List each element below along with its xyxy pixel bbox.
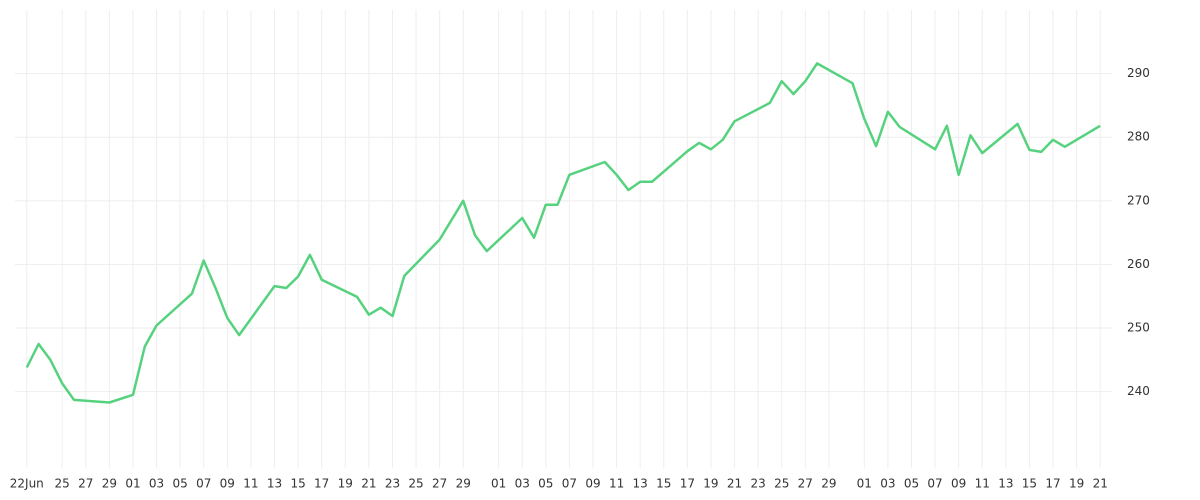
y-tick-label: 270 [1127, 193, 1150, 207]
x-tick-label: 23 [385, 477, 400, 491]
x-tick-label: 21 [1093, 477, 1108, 491]
x-tick-label: 09 [220, 477, 235, 491]
x-tick-label: 11 [609, 477, 624, 491]
x-tick-label: 05 [172, 477, 187, 491]
x-tick-label: 29 [102, 477, 117, 491]
x-tick-label: 07 [927, 477, 942, 491]
price-line [25, 62, 1101, 404]
x-tick-label: 29 [456, 477, 471, 491]
x-tick-label: 01 [125, 477, 140, 491]
x-tick-label: 11 [975, 477, 990, 491]
x-tick-label: 15 [656, 477, 671, 491]
x-tick-label: 27 [78, 477, 93, 491]
x-tick-label: 09 [951, 477, 966, 491]
x-tick-label: 07 [562, 477, 577, 491]
x-tick-label: 19 [703, 477, 718, 491]
x-tick-label: 22Jun [10, 477, 44, 491]
x-tick-label: 25 [774, 477, 789, 491]
x-tick-label: 23 [750, 477, 765, 491]
x-tick-label: 15 [290, 477, 305, 491]
y-tick-label: 290 [1127, 66, 1150, 80]
x-tick-label: 09 [585, 477, 600, 491]
x-tick-label: 13 [267, 477, 282, 491]
x-tick-label: 17 [314, 477, 329, 491]
x-tick-label: 29 [821, 477, 836, 491]
y-tick-label: 280 [1127, 130, 1150, 144]
y-tick-label: 250 [1127, 321, 1150, 335]
x-tick-label: 19 [338, 477, 353, 491]
x-tick-label: 11 [243, 477, 258, 491]
x-tick-label: 01 [491, 477, 506, 491]
y-tick-label: 260 [1127, 257, 1150, 271]
x-tick-label: 17 [680, 477, 695, 491]
x-tick-label: 25 [55, 477, 70, 491]
x-tick-label: 27 [432, 477, 447, 491]
x-tick-label: 27 [798, 477, 813, 491]
x-tick-label: 15 [1022, 477, 1037, 491]
x-tick-label: 05 [538, 477, 553, 491]
x-tick-label: 25 [408, 477, 423, 491]
x-tick-label: 13 [998, 477, 1013, 491]
x-tick-label: 17 [1045, 477, 1060, 491]
x-tick-label: 19 [1069, 477, 1084, 491]
x-tick-label: 05 [904, 477, 919, 491]
x-tick-label: 07 [196, 477, 211, 491]
x-tick-label: 03 [149, 477, 164, 491]
x-tick-label: 03 [515, 477, 530, 491]
x-tick-label: 03 [880, 477, 895, 491]
y-tick-label: 240 [1127, 384, 1150, 398]
x-tick-label: 21 [727, 477, 742, 491]
x-tick-label: 21 [361, 477, 376, 491]
x-tick-label: 13 [633, 477, 648, 491]
x-tick-label: 01 [857, 477, 872, 491]
